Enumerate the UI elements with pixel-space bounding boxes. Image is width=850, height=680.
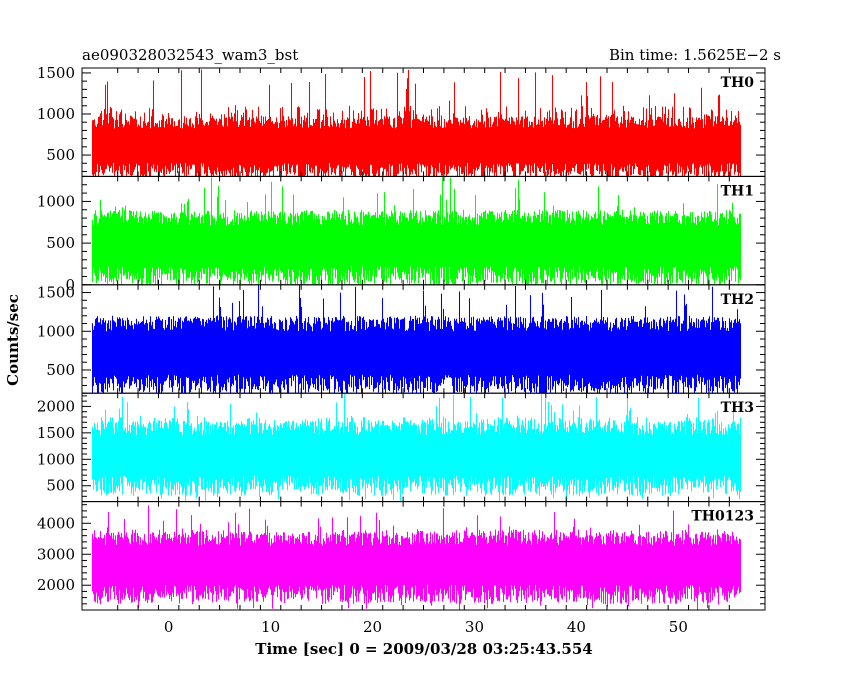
panel-label: TH3 (721, 400, 754, 416)
y-tick-label: 2000 (37, 576, 75, 594)
y-tick-label: 1000 (37, 105, 75, 123)
y-tick-label: 1500 (37, 64, 75, 82)
y-tick-label: 3000 (37, 545, 75, 563)
panel-label: TH0 (721, 75, 755, 91)
panel-label: TH0123 (691, 509, 754, 525)
panel-label: TH2 (721, 292, 754, 308)
x-tick-label: 40 (567, 618, 586, 636)
y-axis-label: Counts/sec (4, 294, 22, 386)
x-tick-label: 30 (465, 618, 484, 636)
series-th3-trace (91, 393, 742, 502)
panel-label: TH1 (721, 183, 754, 199)
panel-th0: 500 1000 1500 TH0 (37, 64, 766, 177)
y-tick-label: 500 (46, 146, 75, 164)
chart-title-left: ae090328032543_wam3_bst (82, 46, 298, 64)
panel-th2: 500 1000 1500 TH2 (37, 284, 766, 394)
y-tick-label: 0 (65, 276, 75, 294)
x-tick-label: 20 (363, 618, 382, 636)
x-tick-label: 10 (261, 618, 280, 636)
series-th1-trace (91, 176, 742, 285)
chart-title-right: Bin time: 1.5625E−2 s (609, 46, 781, 64)
panel-th3: 500 1000 1500 2000 TH3 (37, 392, 766, 503)
y-tick-label: 1500 (37, 284, 75, 302)
series-th2-trace (91, 285, 742, 394)
y-tick-label: 2000 (37, 397, 75, 415)
y-tick-label: 1000 (37, 450, 75, 468)
y-tick-label: 1000 (37, 322, 75, 340)
x-axis-label: Time [sec] 0 = 2009/03/28 03:25:43.554 (255, 640, 592, 658)
panel-th0123: 2000 3000 4000 TH0123 (37, 501, 766, 611)
y-tick-label: 1000 (37, 192, 75, 210)
x-tick-label: 50 (669, 618, 688, 636)
y-tick-label: 500 (46, 477, 75, 495)
x-tick-label: 0 (164, 618, 174, 636)
series-th0123-trace (91, 505, 742, 610)
panel-th1: 0 500 1000 TH1 (37, 175, 766, 294)
y-tick-label: 4000 (37, 514, 75, 532)
series-th0-trace (91, 69, 742, 177)
y-tick-label: 1500 (37, 424, 75, 442)
y-tick-label: 500 (46, 361, 75, 379)
y-tick-label: 500 (46, 234, 75, 252)
x-tick-labels: 0 10 20 30 40 50 (164, 618, 688, 636)
